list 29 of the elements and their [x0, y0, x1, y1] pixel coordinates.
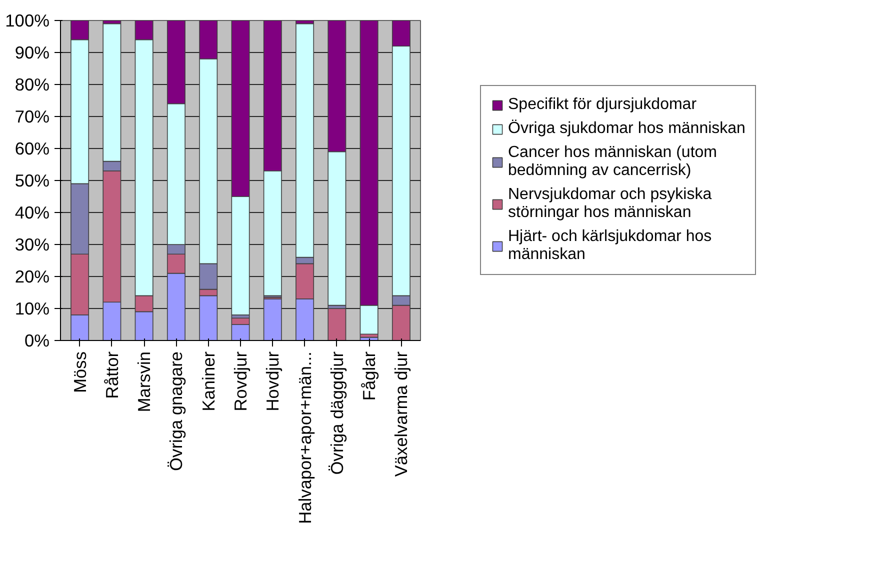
x-tick-label: Möss: [70, 351, 90, 393]
x-tick-label: Rovdjur: [230, 351, 250, 412]
y-tick-label: 60%: [14, 138, 50, 158]
y-tick-label: 50%: [14, 170, 50, 190]
bar: [263, 298, 282, 340]
x-tick-label: Växelvarma djur: [391, 351, 412, 477]
x-tick-label: Hovdjur: [262, 351, 283, 412]
legend-label: Övriga sjukdomar hos människan: [508, 120, 746, 138]
y-tick-label: 100%: [5, 10, 50, 30]
x-tick-label: Marsvin: [134, 351, 154, 412]
legend-label: Nervsjukdomar och psykiska störningar hos människan: [508, 186, 712, 222]
y-tick-label: 0%: [24, 330, 50, 350]
y-tick-label: 30%: [14, 234, 50, 254]
bar: [328, 308, 346, 340]
y-tick-label: 20%: [14, 266, 50, 286]
y-tick-label: 70%: [14, 106, 50, 126]
x-tick-label: Råttor: [102, 351, 122, 399]
y-tick-label: 10%: [14, 298, 50, 318]
x-tick-label: Övriga däggdjur: [326, 351, 347, 475]
x-tick-label: Fåglar: [359, 351, 380, 401]
y-tick-label: 40%: [14, 202, 50, 222]
legend-label: Cancer hos människan (utom bedömning av cancerrisk): [508, 144, 717, 180]
legend-label: Hjärt- och kärlsjukdomar hos människan: [508, 228, 712, 264]
y-tick-label: 80%: [14, 74, 50, 94]
x-tick-label: Kaniner: [198, 351, 218, 412]
x-tick-label: Övriga gnagare: [166, 351, 186, 471]
y-tick-label: 90%: [14, 42, 50, 62]
x-tick-label: Halvapor+apor+män...: [294, 351, 315, 524]
legend-label: Specifikt för djursjukdomar: [508, 96, 697, 114]
